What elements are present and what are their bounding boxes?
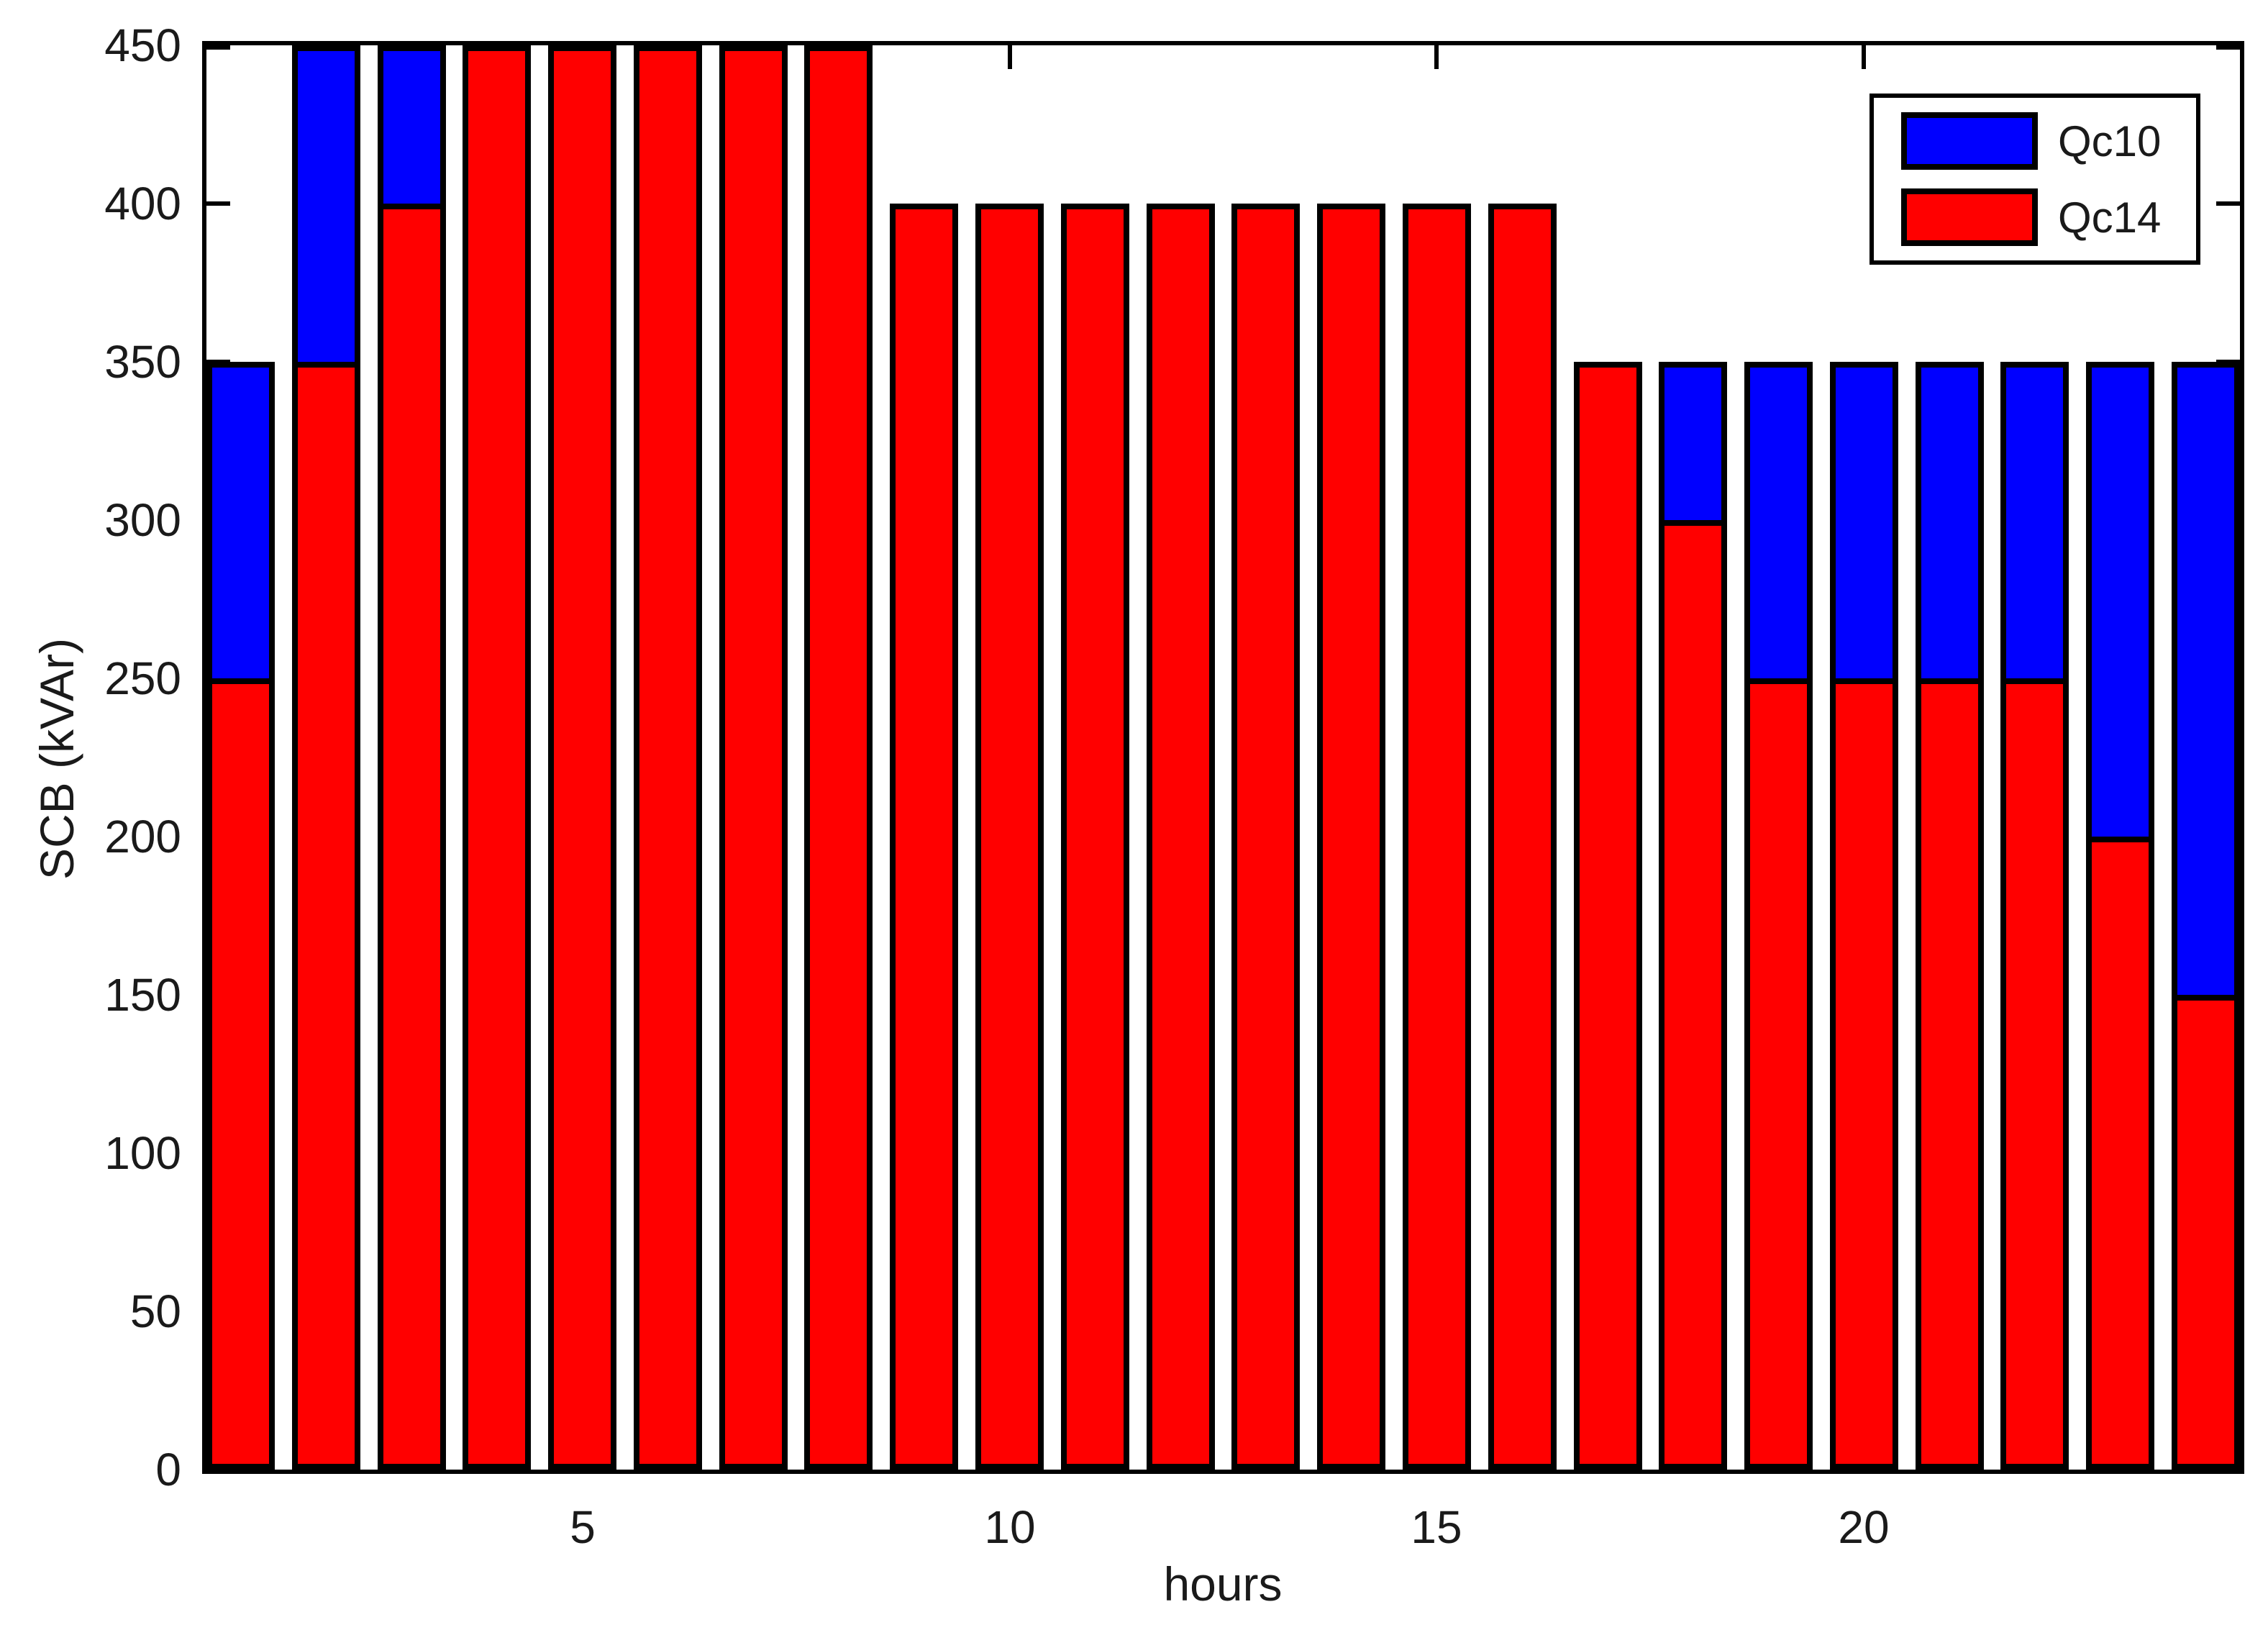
- x-tick-label-15: 15: [1411, 1501, 1462, 1553]
- bar-hour-22: [2000, 45, 2069, 1470]
- bar-segment-qc10-hour-20: [1830, 362, 1898, 684]
- legend-swatch-qc14-icon: [1901, 188, 2038, 246]
- bar-hour-8: [804, 45, 873, 1470]
- bar-hour-1: [206, 45, 275, 1470]
- legend-label-qc14: Qc14: [2058, 193, 2162, 242]
- legend-item-qc14: Qc14: [1901, 188, 2196, 246]
- y-tick-label-50: 50: [129, 1285, 181, 1337]
- bar-segment-qc14-hour-11: [1061, 204, 1129, 1470]
- bar-segment-qc10-hour-22: [2000, 362, 2069, 684]
- y-tick-label-350: 350: [104, 336, 181, 388]
- x-tick-top-10: [1008, 45, 1012, 69]
- x-tick-label-5: 5: [570, 1501, 596, 1553]
- bar-segment-qc14-hour-19: [1744, 678, 1813, 1470]
- bar-segment-qc10-hour-23: [2086, 362, 2154, 842]
- bar-segment-qc10-hour-1: [206, 362, 275, 684]
- bar-hour-21: [1916, 45, 1984, 1470]
- plot-axes: [202, 41, 2244, 1474]
- bar-hour-10: [975, 45, 1044, 1470]
- bar-segment-qc14-hour-21: [1916, 678, 1984, 1470]
- y-tick-label-200: 200: [104, 811, 181, 862]
- bar-segment-qc14-hour-1: [206, 678, 275, 1470]
- legend-item-qc10: Qc10: [1901, 112, 2196, 170]
- bar-hour-15: [1403, 45, 1471, 1470]
- y-tick-label-0: 0: [155, 1444, 181, 1495]
- bar-hour-6: [634, 45, 702, 1470]
- bar-segment-qc14-hour-17: [1574, 362, 1642, 1470]
- bar-segment-qc14-hour-9: [890, 204, 958, 1470]
- legend-swatch-qc10-icon: [1901, 112, 2038, 170]
- y-tick-right-450: [2216, 45, 2240, 50]
- y-tick-left-400: [206, 201, 230, 206]
- bar-segment-qc14-hour-5: [548, 45, 616, 1470]
- bar-segment-qc14-hour-10: [975, 204, 1044, 1470]
- bar-hour-17: [1574, 45, 1642, 1470]
- bar-hour-5: [548, 45, 616, 1470]
- bar-segment-qc10-hour-24: [2172, 362, 2240, 1001]
- bar-segment-qc14-hour-3: [378, 204, 446, 1470]
- bar-hour-2: [292, 45, 360, 1470]
- bar-segment-qc10-hour-2: [292, 45, 360, 368]
- y-tick-label-100: 100: [104, 1127, 181, 1179]
- bar-segment-qc14-hour-20: [1830, 678, 1898, 1470]
- x-tick-top-15: [1434, 45, 1439, 69]
- x-tick-label-20: 20: [1838, 1501, 1890, 1553]
- bar-segment-qc14-hour-16: [1488, 204, 1557, 1470]
- y-tick-label-150: 150: [104, 969, 181, 1021]
- bar-hour-4: [463, 45, 531, 1470]
- bar-segment-qc14-hour-24: [2172, 995, 2240, 1470]
- y-tick-label-250: 250: [104, 652, 181, 704]
- bar-segment-qc14-hour-6: [634, 45, 702, 1470]
- y-tick-label-400: 400: [104, 178, 181, 229]
- bar-hour-9: [890, 45, 958, 1470]
- bar-hour-7: [719, 45, 788, 1470]
- bar-hour-3: [378, 45, 446, 1470]
- bar-segment-qc14-hour-23: [2086, 837, 2154, 1470]
- y-tick-left-450: [206, 45, 230, 50]
- bar-segment-qc14-hour-14: [1317, 204, 1385, 1470]
- bar-segment-qc14-hour-15: [1403, 204, 1471, 1470]
- bar-hour-19: [1744, 45, 1813, 1470]
- bar-hour-24: [2172, 45, 2240, 1470]
- bar-segment-qc10-hour-21: [1916, 362, 1984, 684]
- bar-hour-12: [1147, 45, 1215, 1470]
- bar-hour-16: [1488, 45, 1557, 1470]
- bar-hour-23: [2086, 45, 2154, 1470]
- legend: Qc10 Qc14: [1869, 94, 2200, 265]
- legend-label-qc10: Qc10: [2058, 117, 2162, 165]
- bar-segment-qc14-hour-7: [719, 45, 788, 1470]
- bar-segment-qc10-hour-18: [1659, 362, 1727, 526]
- y-tick-label-300: 300: [104, 494, 181, 546]
- bar-segment-qc14-hour-4: [463, 45, 531, 1470]
- bar-hour-11: [1061, 45, 1129, 1470]
- x-tick-top-20: [1862, 45, 1866, 69]
- bar-hour-20: [1830, 45, 1898, 1470]
- bar-hour-13: [1231, 45, 1300, 1470]
- bar-segment-qc14-hour-18: [1659, 520, 1727, 1470]
- bar-segment-qc14-hour-2: [292, 362, 360, 1470]
- bar-segment-qc10-hour-3: [378, 45, 446, 209]
- bar-segment-qc14-hour-8: [804, 45, 873, 1470]
- y-axis-label: SCB (kVAr): [30, 637, 83, 880]
- x-axis-label: hours: [1163, 1557, 1283, 1611]
- y-tick-right-400: [2216, 201, 2240, 206]
- bar-segment-qc10-hour-19: [1744, 362, 1813, 684]
- y-tick-label-450: 450: [104, 19, 181, 71]
- x-tick-label-10: 10: [984, 1501, 1036, 1553]
- bar-segment-qc14-hour-13: [1231, 204, 1300, 1470]
- bar-hour-18: [1659, 45, 1727, 1470]
- plot-area: [206, 45, 2240, 1470]
- bar-segment-qc14-hour-12: [1147, 204, 1215, 1470]
- bar-segment-qc14-hour-22: [2000, 678, 2069, 1470]
- bar-hour-14: [1317, 45, 1385, 1470]
